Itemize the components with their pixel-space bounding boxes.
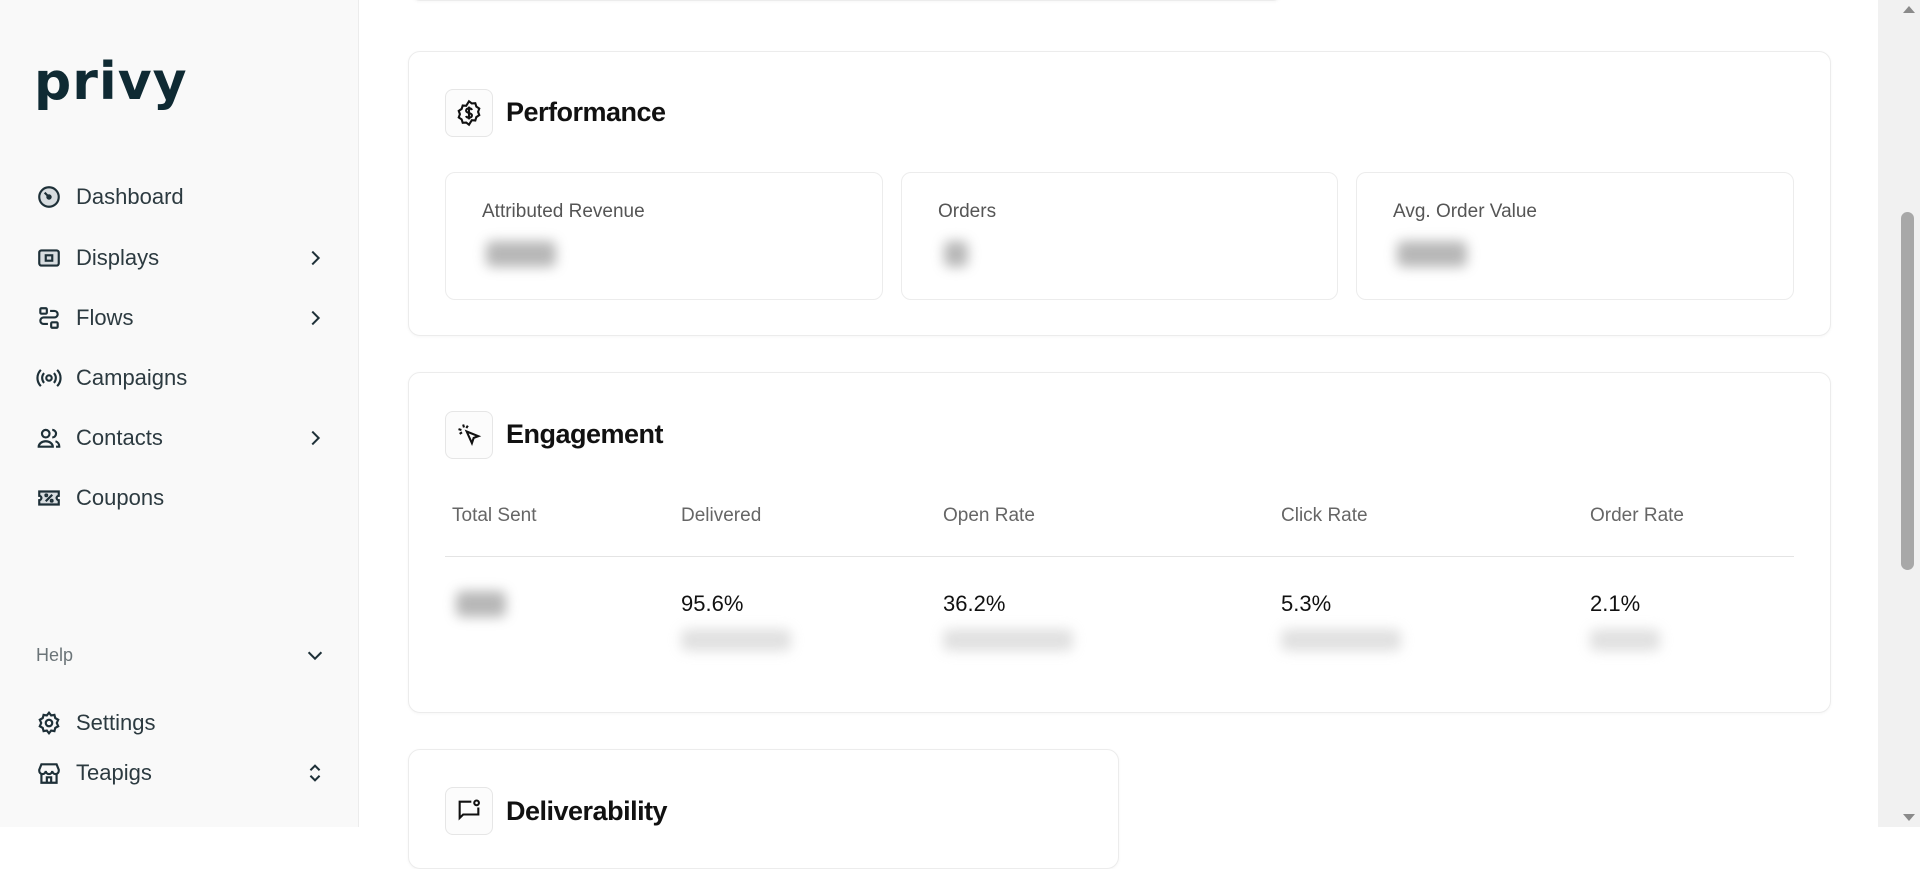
gear-icon [38, 710, 60, 736]
metric-value-redacted [944, 241, 968, 267]
sidebar-item-coupons[interactable]: Coupons [36, 478, 326, 518]
chevron-down-icon [307, 651, 323, 661]
order-rate-value: 2.1% [1590, 591, 1641, 616]
sidebar-item-label: Flows [76, 305, 134, 330]
delivered-count-redacted [681, 629, 791, 651]
sidebar-item-campaigns[interactable]: Campaigns [36, 358, 326, 398]
click-rate-value: 5.3% [1281, 591, 1332, 616]
performance-card: Performance Attributed Revenue Orders Av… [408, 51, 1831, 336]
deliverability-icon-box [445, 787, 493, 835]
sidebar: privy Dashboard Displays Flows Campaigns… [0, 0, 359, 827]
store-name: Teapigs [76, 760, 152, 785]
order-count-redacted [1590, 629, 1660, 651]
sidebar-item-label: Contacts [76, 425, 163, 450]
chevron-right-icon [311, 430, 321, 446]
sidebar-item-contacts[interactable]: Contacts [36, 418, 326, 458]
metric-orders: Orders [901, 172, 1338, 300]
metric-value-redacted [1397, 241, 1467, 267]
previous-card [410, 0, 1283, 1]
metric-attributed-revenue: Attributed Revenue [445, 172, 883, 300]
column-header-open-rate: Open Rate [943, 505, 1035, 526]
open-rate-value: 36.2% [943, 591, 1006, 616]
metric-label: Attributed Revenue [482, 201, 645, 222]
scrollbar-thumb[interactable] [1901, 212, 1914, 570]
message-alert-icon [458, 799, 480, 821]
metric-value-redacted [486, 241, 556, 267]
sidebar-item-label: Settings [76, 710, 156, 735]
sidebar-item-label: Coupons [76, 485, 165, 510]
card-title: Performance [506, 97, 666, 127]
delivered-value: 95.6% [681, 591, 744, 616]
sidebar-item-label: Campaigns [76, 365, 188, 390]
scrollbar[interactable] [1878, 0, 1920, 827]
gauge-icon [38, 186, 60, 208]
sidebar-item-settings[interactable]: Settings [36, 703, 326, 743]
store-switcher[interactable]: Teapigs [36, 753, 326, 793]
engagement-card: Engagement Total Sent Delivered Open Rat… [408, 372, 1831, 713]
sidebar-item-flows[interactable]: Flows [36, 298, 326, 338]
cursor-click-icon [458, 424, 482, 447]
help-section-toggle[interactable]: Help [36, 645, 326, 666]
broadcast-icon [36, 369, 62, 387]
column-header-delivered: Delivered [681, 505, 762, 526]
open-count-redacted [943, 629, 1073, 651]
column-header-order-rate: Order Rate [1590, 505, 1684, 526]
sidebar-item-label: Displays [76, 245, 160, 270]
performance-icon-box [445, 89, 493, 137]
metric-label: Avg. Order Value [1393, 201, 1537, 222]
divider [445, 556, 1794, 557]
sidebar-item-dashboard[interactable]: Dashboard [36, 177, 326, 217]
privy-logo[interactable]: privy [34, 52, 188, 112]
help-label: Help [36, 645, 74, 665]
card-title: Engagement [506, 419, 664, 449]
engagement-icon-box [445, 411, 493, 459]
chevron-right-icon [311, 250, 321, 266]
flows-icon [39, 307, 59, 329]
scroll-down-arrow[interactable] [1903, 814, 1915, 821]
column-header-click-rate: Click Rate [1281, 505, 1368, 526]
store-icon [38, 763, 60, 784]
total-sent-redacted [456, 591, 506, 617]
display-icon [38, 249, 60, 267]
deliverability-card: Deliverability [408, 749, 1119, 869]
chevron-up-down-icon [309, 764, 321, 782]
metric-label: Orders [938, 201, 997, 222]
chevron-right-icon [311, 310, 321, 326]
users-icon [37, 428, 61, 448]
sidebar-item-displays[interactable]: Displays [36, 238, 326, 278]
dollar-badge-icon [457, 99, 481, 127]
sidebar-item-label: Dashboard [76, 184, 184, 209]
card-title: Deliverability [506, 796, 668, 826]
column-header-total-sent: Total Sent [452, 505, 537, 526]
click-count-redacted [1281, 629, 1401, 651]
scroll-up-arrow[interactable] [1903, 6, 1915, 13]
metric-avg-order-value: Avg. Order Value [1356, 172, 1794, 300]
ticket-icon [38, 490, 60, 506]
